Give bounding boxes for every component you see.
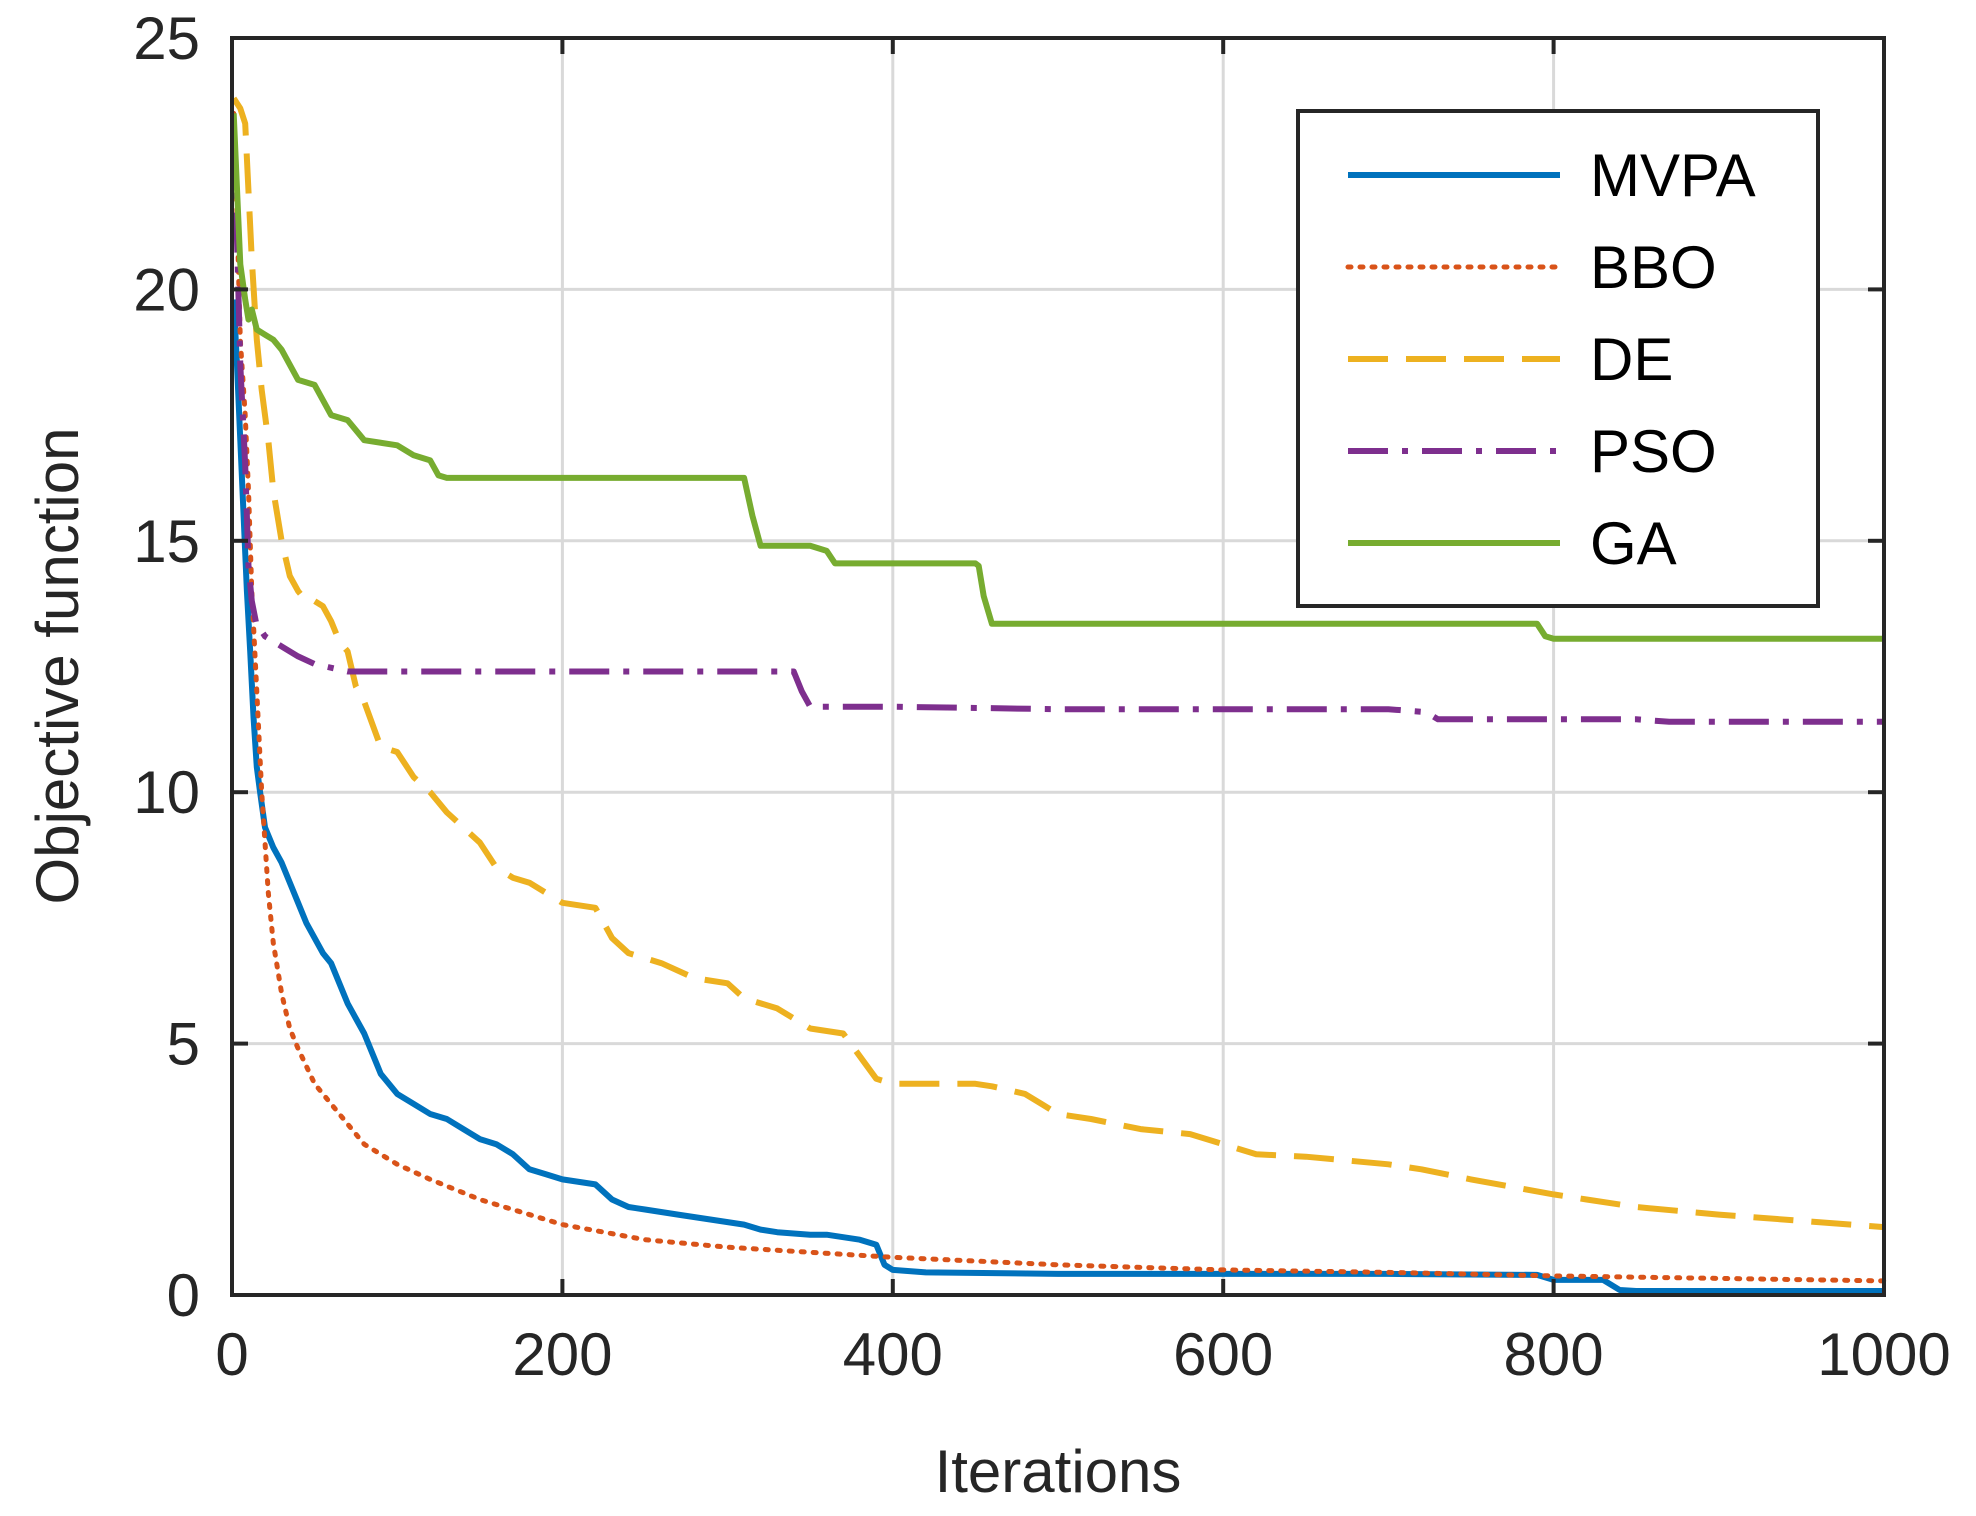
y-tick-label: 20 [133,256,200,323]
legend-label-bbo: BBO [1590,234,1717,301]
y-tick-label: 10 [133,759,200,826]
x-tick-label: 800 [1504,1321,1604,1388]
x-tick-label: 1000 [1817,1321,1950,1388]
legend-label-mvpa: MVPA [1590,142,1756,209]
y-tick-label: 15 [133,508,200,575]
legend: MVPA BBO DE PSO GA [1296,109,1820,608]
series-line-pso [230,138,1884,725]
x-tick-label: 600 [1173,1321,1273,1388]
legend-label-ga: GA [1590,510,1677,577]
x-tick-label: 200 [512,1321,612,1388]
y-tick-label: 5 [167,1011,200,1078]
x-tick-label: 0 [215,1321,248,1388]
y-tick-label: 0 [167,1262,200,1329]
tick-labels: 0 200 400 600 800 1000 0 5 10 15 20 25 [133,5,1950,1388]
series-line-ga [230,113,1884,642]
y-tick-label: 25 [133,5,200,72]
series-lines [230,96,1887,1294]
y-axis-label: Objective function [24,428,91,905]
series-line-de [231,96,1885,1231]
series-line-mvpa [230,299,1884,1294]
axes [230,36,1886,1297]
legend-label-pso: PSO [1590,418,1717,485]
legend-label-de: DE [1590,326,1673,393]
x-tick-label: 400 [843,1321,943,1388]
axes-box [230,36,1886,1297]
x-axis-label: Iterations [935,1438,1182,1505]
